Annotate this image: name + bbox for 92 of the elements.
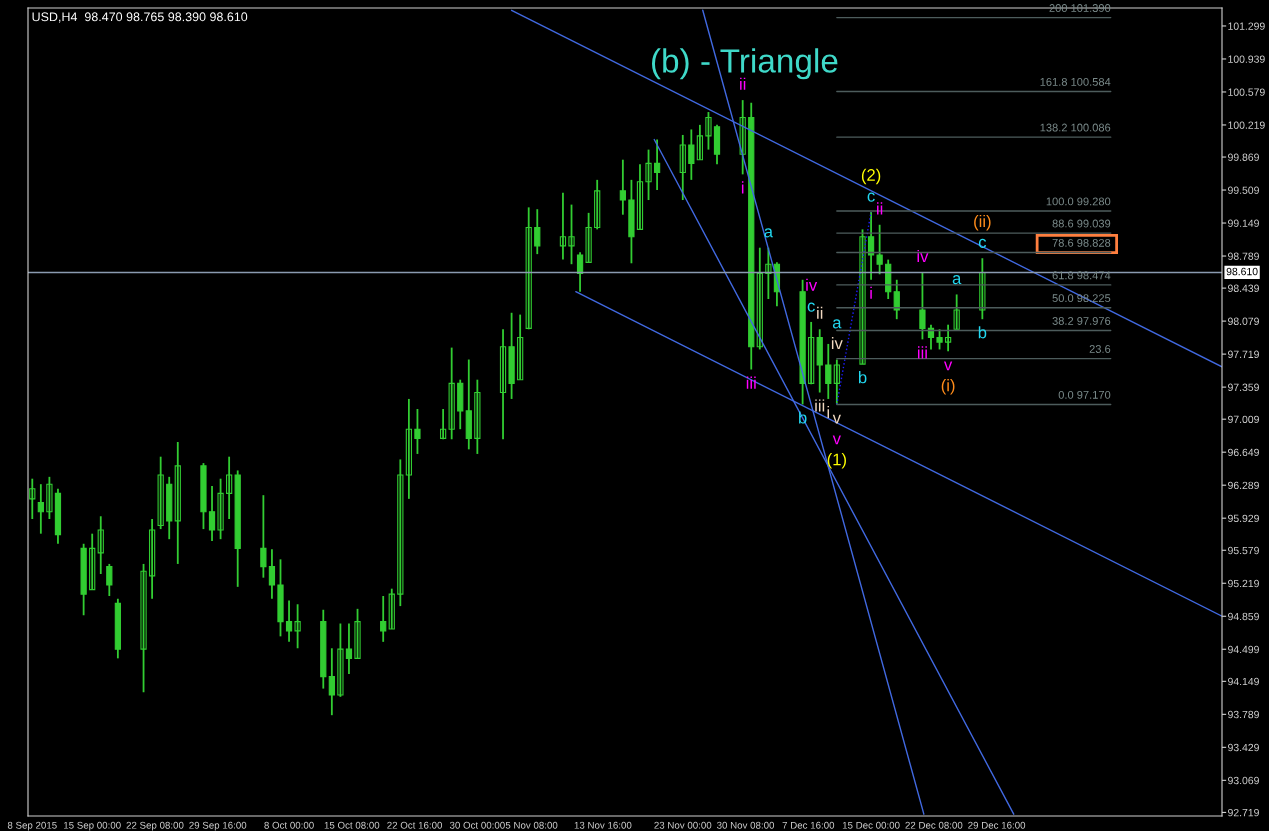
series-label: 88.6 99.039 <box>1052 219 1111 228</box>
annotation: (ii) <box>974 214 991 231</box>
series-label: 61.8 98.474 <box>1052 271 1111 280</box>
x-tick-label: 22 Dec 08:00 <box>905 821 963 829</box>
x-tick-label: 29 Sep 16:00 <box>189 821 247 831</box>
candlestick <box>354 607 361 660</box>
annotation: ii <box>817 306 823 319</box>
candlestick <box>277 558 284 638</box>
y-tick-label: 99.869 <box>1228 153 1259 161</box>
annotation: USD,H4 98.470 98.765 98.390 98.610 <box>32 12 248 23</box>
annotation: v <box>832 414 841 424</box>
series-label: 38.2 97.976 <box>1052 317 1111 325</box>
annotation: v <box>832 435 841 445</box>
ref-line-label: 98.610 <box>1226 267 1258 276</box>
x-tick-label: 8 Sep 2015 <box>7 821 57 831</box>
annotation: v <box>944 361 953 371</box>
y-tick-label: 97.359 <box>1228 383 1259 391</box>
series-label: 78.6 98.828 <box>1052 238 1111 247</box>
annotation: i <box>741 181 744 194</box>
candlestick <box>919 271 926 341</box>
y-tick-label: 94.499 <box>1228 645 1259 654</box>
candlestick <box>217 477 224 541</box>
annotation: a <box>832 319 842 329</box>
annotation: c <box>807 302 815 312</box>
annotation: a <box>952 275 962 285</box>
y-tick-label: 99.149 <box>1228 219 1259 227</box>
candlestick <box>508 311 515 400</box>
y-tick-label: 93.069 <box>1228 776 1259 785</box>
y-tick-label: 95.929 <box>1228 514 1259 523</box>
y-tick-label: 98.439 <box>1228 284 1259 292</box>
series-label: 100.0 99.280 <box>1046 197 1111 206</box>
x-tick-label: 29 Dec 16:00 <box>968 821 1026 829</box>
annotation: i <box>827 405 830 418</box>
y-tick-label: 92.719 <box>1228 808 1259 817</box>
y-tick-label: 101.299 <box>1228 22 1265 30</box>
y-tick-label: 100.219 <box>1228 121 1265 129</box>
x-tick-label: 7 Dec 16:00 <box>782 821 835 829</box>
x-tick-label: 23 Nov 00:00 <box>654 821 712 829</box>
candlestick <box>645 148 652 201</box>
y-tick-label: 98.079 <box>1228 317 1259 325</box>
y-tick-label: 97.009 <box>1228 415 1259 424</box>
annotation: (2) <box>861 168 881 185</box>
x-tick-label: 22 Sep 08:00 <box>126 821 184 831</box>
annotation: c <box>867 192 875 202</box>
candlestick <box>705 111 712 151</box>
y-tick-label: 93.429 <box>1228 743 1259 752</box>
y-tick-label: 94.859 <box>1228 612 1259 621</box>
series-label: 138.2 100.086 <box>1040 123 1111 132</box>
x-tick-label: 8 Oct 00:00 <box>264 821 314 829</box>
y-tick-label: 95.579 <box>1228 546 1259 555</box>
y-tick-label: 94.149 <box>1228 677 1259 686</box>
x-tick-label: 15 Dec 00:00 <box>842 821 900 829</box>
series-label: 161.8 100.584 <box>1040 77 1111 86</box>
x-tick-label: 15 Oct 08:00 <box>324 821 380 829</box>
candlestick <box>628 178 635 265</box>
x-tick-label: 22 Oct 16:00 <box>387 821 443 829</box>
y-tick-label: 100.939 <box>1228 55 1265 63</box>
annotation: b <box>978 326 987 339</box>
x-tick-label: 15 Sep 00:00 <box>64 821 121 831</box>
y-tick-label: 95.219 <box>1228 579 1259 588</box>
annotation: iii <box>746 376 756 389</box>
annotation: iv <box>831 337 843 350</box>
annotation: iv <box>806 278 818 291</box>
annotation: iii <box>917 346 927 359</box>
annotation: iv <box>917 249 929 263</box>
candlestick <box>140 563 147 694</box>
series-label: 23.6 <box>1089 345 1111 353</box>
annotation: i <box>870 286 872 299</box>
candlestick <box>200 462 207 531</box>
y-tick-label: 98.789 <box>1228 252 1259 260</box>
y-tick-label: 93.789 <box>1228 710 1259 719</box>
candlestick <box>936 328 943 351</box>
candlestick <box>337 622 344 698</box>
x-tick-label: 5 Nov 08:00 <box>505 821 558 829</box>
x-tick-label: 30 Nov 08:00 <box>717 821 775 829</box>
annotation: a <box>764 228 773 238</box>
y-tick-label: 97.719 <box>1228 350 1259 358</box>
annotation: (1) <box>827 453 846 469</box>
x-tick-label: 30 Oct 00:00 <box>449 821 505 829</box>
annotation: c <box>978 238 987 248</box>
annotation: b <box>858 371 867 384</box>
y-tick-label: 100.579 <box>1228 88 1265 96</box>
y-tick-label: 96.649 <box>1228 448 1259 457</box>
annotation: (i) <box>941 379 955 395</box>
candlestick <box>414 408 421 455</box>
annotation: iii <box>815 399 825 412</box>
y-tick-label: 96.289 <box>1228 481 1259 490</box>
y-tick-label: 99.509 <box>1228 186 1259 194</box>
candlestick <box>568 203 575 266</box>
x-tick-label: 13 Nov 16:00 <box>574 821 632 829</box>
annotation: ii <box>877 202 883 215</box>
series-label: 0.0 97.170 <box>1058 390 1111 399</box>
